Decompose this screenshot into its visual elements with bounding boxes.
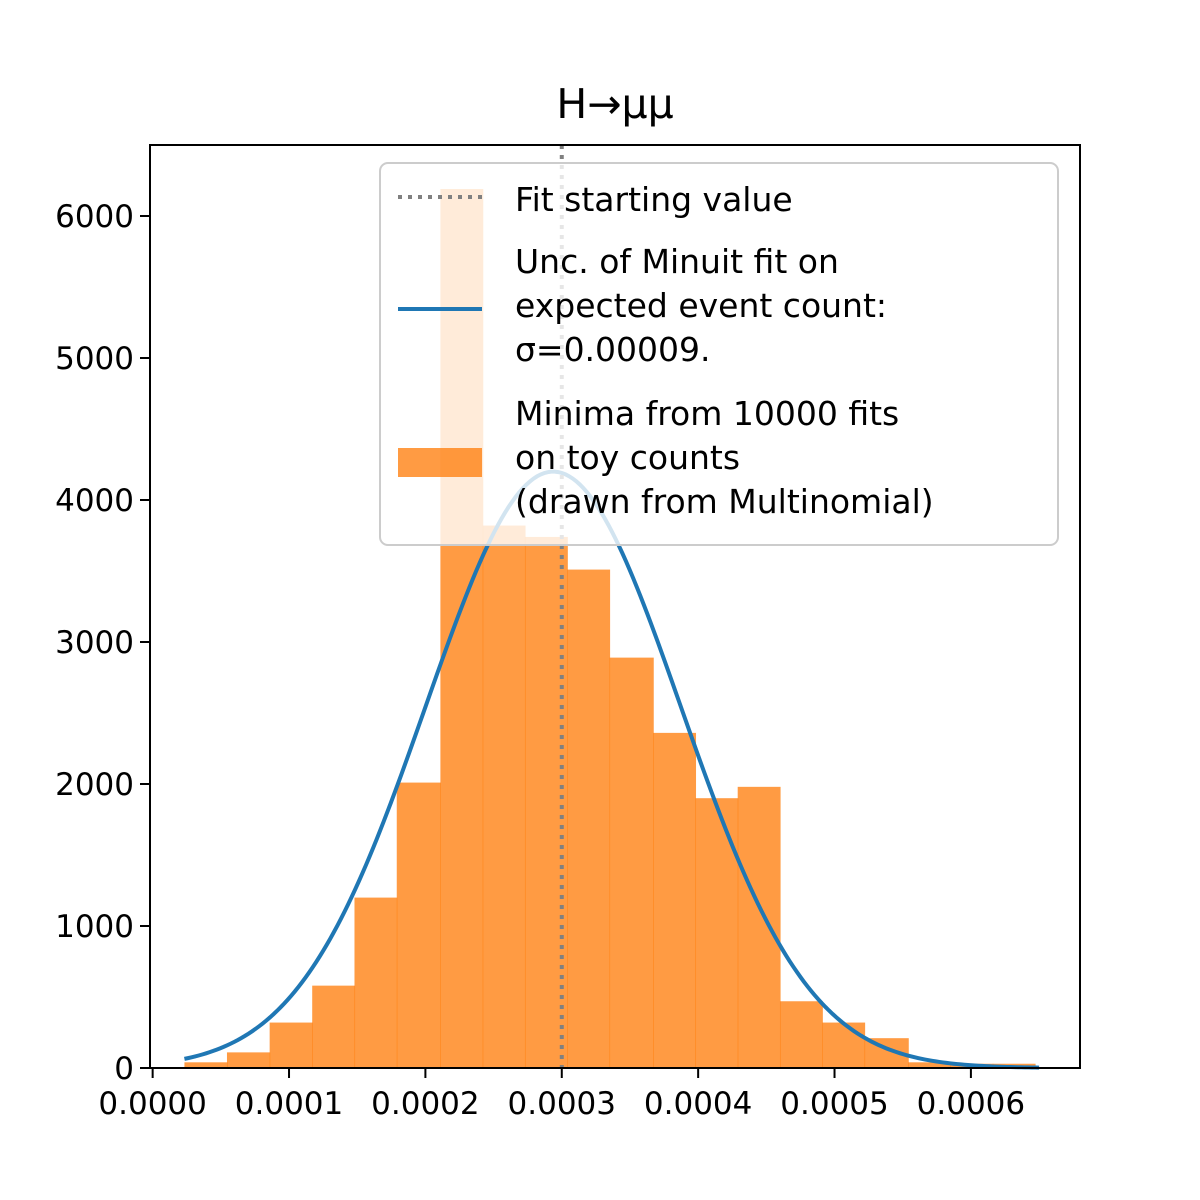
histogram-bar	[269, 1022, 313, 1068]
histogram-bar	[567, 569, 611, 1068]
x-tick-label: 0.0006	[917, 1086, 1025, 1122]
legend-handle-histogram	[398, 448, 482, 477]
histogram-bar	[396, 782, 441, 1068]
histogram-bar	[354, 897, 398, 1068]
x-tick-label: 0.0005	[780, 1086, 888, 1122]
chart-title: H→μμ	[556, 80, 673, 128]
histogram-bar	[184, 1062, 228, 1068]
y-axis-ticks: 0 1000 2000 3000 4000 5000 6000	[55, 199, 150, 1087]
histogram-bar	[822, 1022, 866, 1068]
legend-label-starting-value: Fit starting value	[515, 180, 793, 219]
legend-box	[379, 162, 1059, 546]
y-tick-label: 4000	[55, 483, 134, 519]
x-tick-label: 0.0003	[508, 1086, 616, 1122]
x-axis-ticks: 0.0000 0.0001 0.0002 0.0003 0.0004 0.0005 0.00…	[98, 1068, 1025, 1122]
x-tick-label: 0.0002	[371, 1086, 479, 1122]
legend: Fit starting value Unc. of Minuit fit on e…	[379, 162, 1059, 546]
histogram-bar	[653, 732, 697, 1068]
y-tick-label: 6000	[55, 199, 134, 235]
histogram-bar	[737, 786, 781, 1068]
y-tick-label: 1000	[55, 909, 134, 945]
histogram-bar	[312, 985, 356, 1068]
histogram-bar	[908, 1062, 952, 1068]
x-tick-label: 0.0004	[644, 1086, 752, 1122]
legend-label-gaussian: Unc. of Minuit fit on expected event coun…	[515, 242, 887, 369]
x-tick-label: 0.0000	[98, 1086, 206, 1122]
histogram-bar	[609, 657, 654, 1068]
histogram-bar	[695, 798, 739, 1068]
histogram-bars	[184, 189, 1036, 1068]
x-tick-label: 0.0001	[235, 1086, 343, 1122]
axes-frame	[149, 144, 1081, 1069]
y-tick-label: 3000	[55, 625, 134, 661]
y-tick-label: 2000	[55, 767, 134, 803]
histogram-bar	[226, 1052, 271, 1068]
y-tick-label: 5000	[55, 341, 134, 377]
y-tick-label: 0	[114, 1051, 134, 1087]
histogram-bar	[779, 1001, 823, 1068]
histogram-bar	[482, 525, 526, 1068]
legend-label-histogram: Minima from 10000 fits on toy counts (draw…	[515, 394, 934, 521]
